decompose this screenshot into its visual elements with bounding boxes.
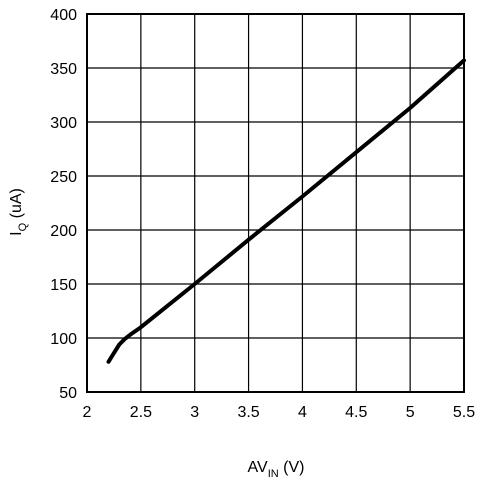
- y-tick-label: 300: [50, 115, 77, 132]
- x-tick-label: 3.5: [237, 404, 259, 421]
- y-axis-label-unit: (uA): [8, 188, 25, 223]
- series-line: [106, 58, 466, 364]
- y-tick-label: 200: [50, 223, 77, 240]
- x-tick-label: 3: [190, 404, 199, 421]
- y-tick-labels: 50 100 150 200 250 300 350 400: [50, 7, 77, 402]
- x-tick-label: 2: [83, 404, 92, 421]
- series-group: [106, 58, 466, 364]
- x-axis-label-main: AV: [248, 459, 268, 476]
- plot-frame: [86, 13, 465, 393]
- y-axis-label-sub: Q: [17, 222, 29, 231]
- y-tick-label: 50: [59, 385, 77, 402]
- y-tick-label: 350: [50, 61, 77, 78]
- x-axis-label: AVIN (V): [248, 459, 305, 480]
- x-tick-label: 4.5: [345, 404, 367, 421]
- y-tick-label: 150: [50, 277, 77, 294]
- y-axis-label-main: I: [8, 231, 25, 235]
- y-axis-label: IQ (uA): [8, 188, 29, 236]
- x-tick-labels: 2 2.5 3 3.5 4 4.5 5 5.5: [83, 404, 476, 421]
- x-tick-label: 4: [298, 404, 307, 421]
- x-tick-label: 2.5: [130, 404, 152, 421]
- x-axis-label-unit: (V): [279, 459, 305, 476]
- x-tick-label: 5.5: [453, 404, 475, 421]
- y-tick-label: 100: [50, 331, 77, 348]
- x-tick-label: 5: [406, 404, 415, 421]
- x-axis-label-sub: IN: [268, 468, 279, 480]
- y-tick-label: 400: [50, 7, 77, 24]
- grid-lines: [86, 13, 465, 393]
- y-tick-label: 250: [50, 169, 77, 186]
